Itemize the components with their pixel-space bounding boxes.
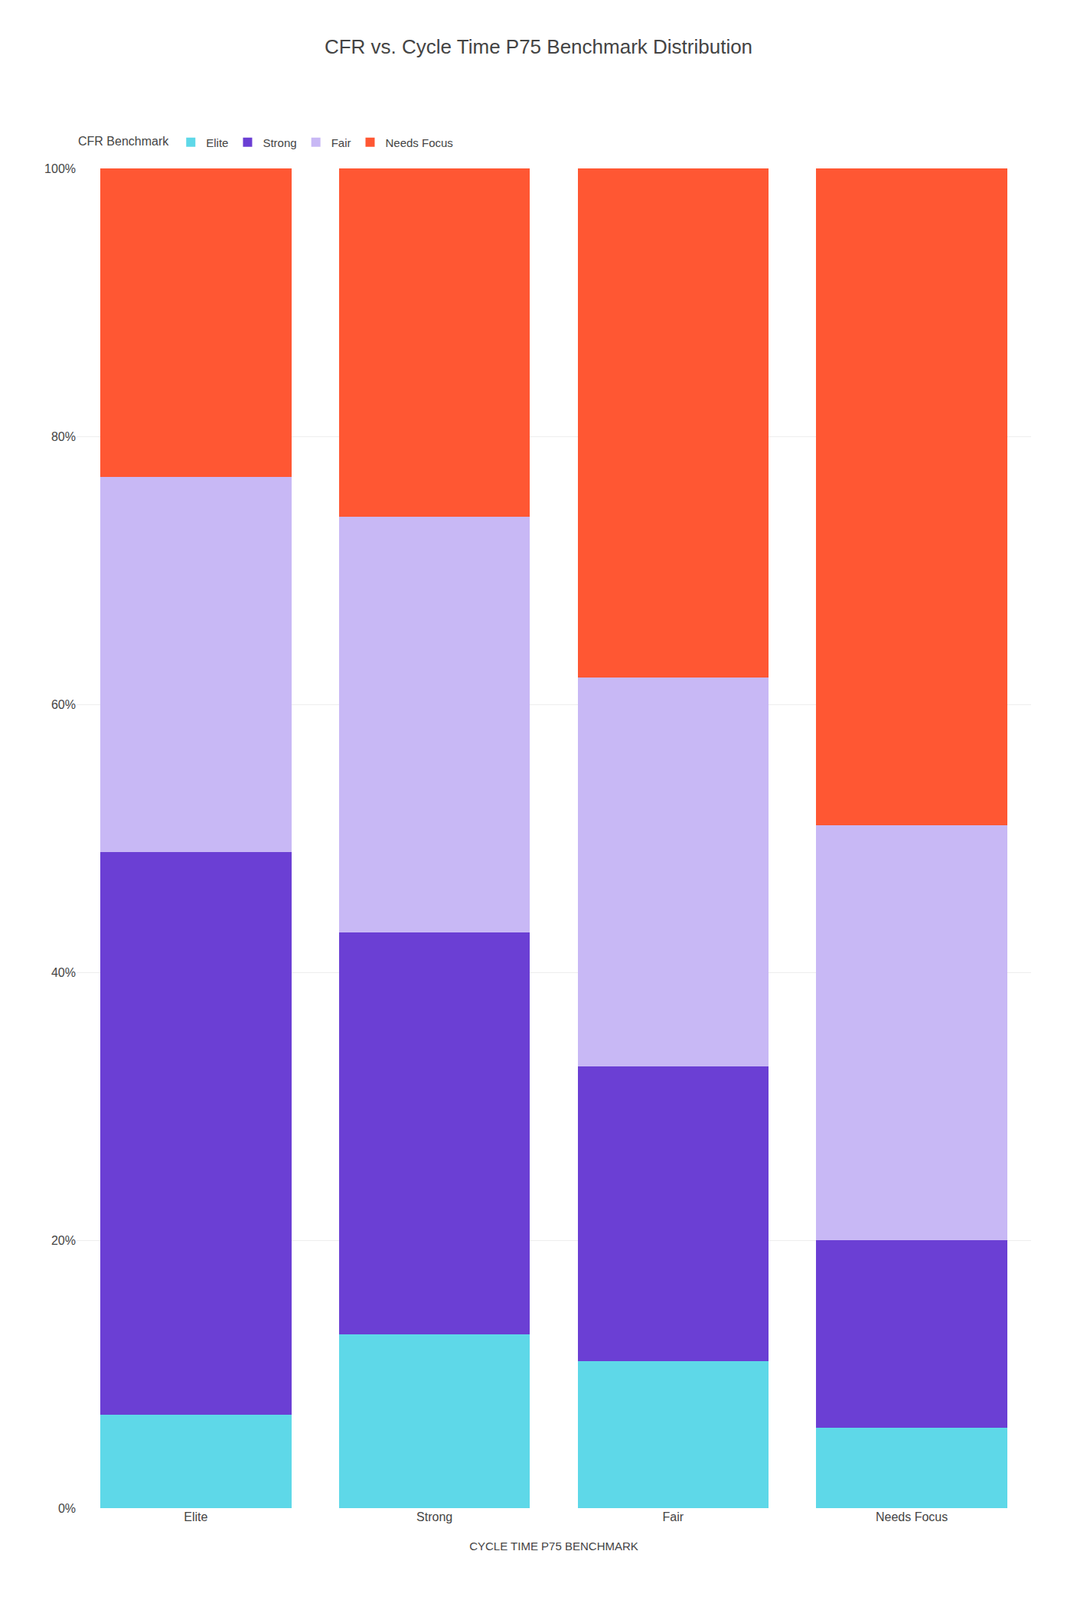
svg-text:Strong: Strong — [262, 136, 297, 150]
svg-text:Strong: Strong — [416, 1510, 453, 1524]
svg-text:0%: 0% — [58, 1501, 76, 1515]
svg-text:CFR vs. Cycle Time P75 Benchma: CFR vs. Cycle Time P75 Benchmark Distrib… — [324, 35, 753, 59]
svg-text:80%: 80% — [51, 430, 76, 444]
svg-text:CFR Benchmark: CFR Benchmark — [78, 134, 170, 148]
svg-text:Needs Focus: Needs Focus — [385, 136, 453, 150]
svg-text:20%: 20% — [51, 1233, 76, 1247]
svg-text:Needs Focus: Needs Focus — [875, 1510, 948, 1524]
svg-text:Fair: Fair — [662, 1510, 685, 1524]
svg-text:40%: 40% — [51, 966, 76, 980]
svg-text:60%: 60% — [51, 698, 76, 712]
svg-text:Fair: Fair — [331, 136, 352, 150]
svg-text:CYCLE TIME P75 BENCHMARK: CYCLE TIME P75 BENCHMARK — [469, 1539, 639, 1553]
svg-text:Elite: Elite — [183, 1510, 208, 1524]
svg-text:100%: 100% — [44, 162, 76, 176]
svg-text:Elite: Elite — [205, 136, 229, 150]
